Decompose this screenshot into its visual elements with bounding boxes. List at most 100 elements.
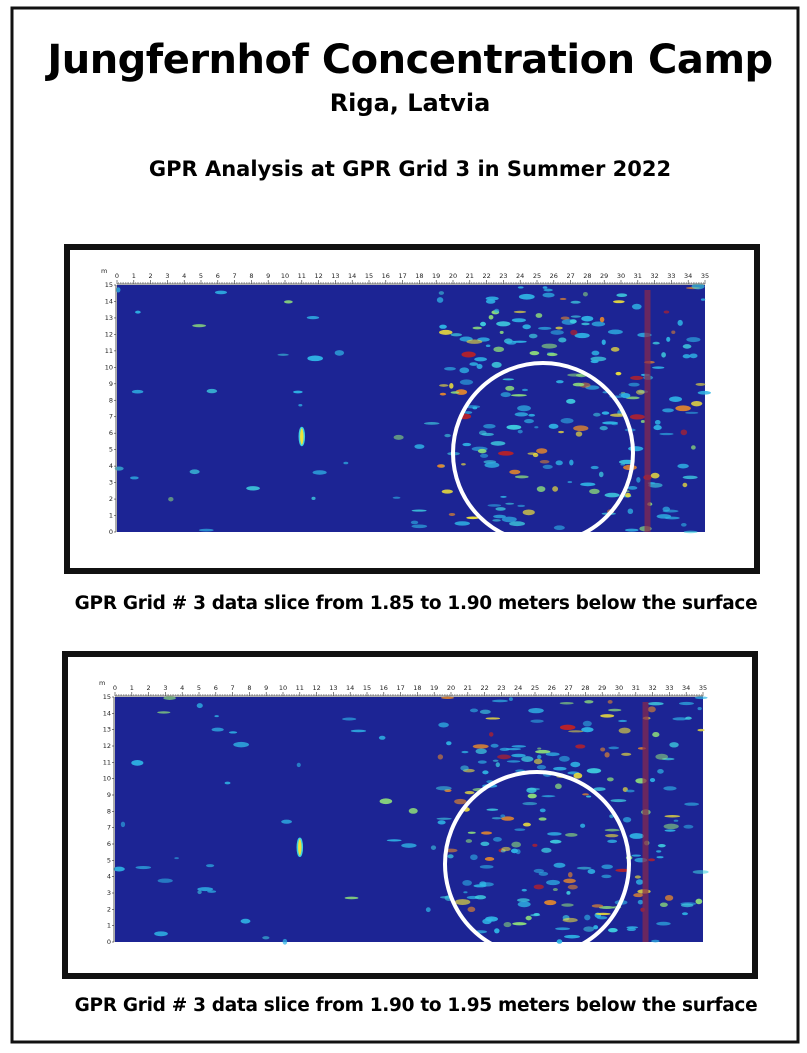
anomaly xyxy=(607,777,614,781)
anomaly xyxy=(524,419,534,423)
anomaly xyxy=(581,727,593,732)
anomaly xyxy=(528,414,535,417)
anomaly xyxy=(424,422,440,425)
y-tick-label: 3 xyxy=(109,479,113,487)
anomaly xyxy=(482,433,494,436)
anomaly xyxy=(492,362,502,368)
x-tick-label: 16 xyxy=(382,272,390,280)
anomaly xyxy=(597,916,608,919)
anomaly xyxy=(530,719,543,722)
x-tick-label: 32 xyxy=(650,272,658,280)
anomaly xyxy=(436,786,452,790)
anomaly xyxy=(411,521,418,525)
anomaly xyxy=(660,902,668,907)
anomaly xyxy=(472,406,477,409)
y-tick-label: 12 xyxy=(103,742,111,750)
anomaly xyxy=(444,367,456,371)
anomaly xyxy=(313,470,327,474)
anomaly xyxy=(311,497,315,500)
anomaly xyxy=(542,344,558,349)
anomaly xyxy=(689,353,697,358)
anomaly xyxy=(669,742,678,747)
anomaly xyxy=(560,725,576,730)
anomaly xyxy=(629,833,644,839)
anomaly xyxy=(494,309,499,313)
y-tick-label: 6 xyxy=(109,429,113,437)
anomaly xyxy=(661,352,666,358)
x-tick-label: 30 xyxy=(617,272,625,280)
anomaly xyxy=(543,293,555,298)
anomaly xyxy=(663,507,670,512)
anomaly xyxy=(616,372,622,375)
anomaly xyxy=(394,435,404,440)
y-tick-label: 3 xyxy=(107,889,111,897)
anomaly xyxy=(547,832,562,836)
anomaly xyxy=(495,507,505,511)
anomaly xyxy=(608,700,613,704)
anomaly xyxy=(484,462,499,468)
anomaly xyxy=(655,420,661,425)
y-tick-label: 1 xyxy=(107,922,111,930)
anomaly xyxy=(482,770,488,774)
anomaly xyxy=(501,392,511,397)
x-tick-label: 15 xyxy=(363,684,371,692)
anomaly xyxy=(588,869,596,874)
poster: Jungfernhof Concentration Camp Riga, Lat… xyxy=(0,0,807,1049)
anomaly xyxy=(459,367,469,373)
anomaly xyxy=(168,497,173,502)
anomaly xyxy=(641,420,645,423)
anomaly xyxy=(483,424,495,429)
anomaly xyxy=(695,696,708,699)
x-tick-label: 24 xyxy=(516,272,524,280)
anomaly xyxy=(463,891,467,893)
anomaly xyxy=(602,421,618,424)
anomaly xyxy=(697,729,704,731)
x-tick-label: 10 xyxy=(281,272,289,280)
anomaly xyxy=(540,808,546,812)
anomaly xyxy=(518,901,531,907)
anomaly xyxy=(447,854,453,858)
y-tick-label: 8 xyxy=(107,807,111,815)
x-tick-label: 9 xyxy=(266,272,270,280)
anomaly xyxy=(506,425,521,430)
anomaly xyxy=(174,857,178,859)
anomaly xyxy=(577,867,592,870)
anomaly xyxy=(492,519,501,522)
anomaly xyxy=(555,927,570,930)
anomaly xyxy=(470,709,478,713)
anomaly xyxy=(546,752,560,756)
x-tick-label: 11 xyxy=(298,272,306,280)
anomaly xyxy=(439,291,444,295)
anomaly xyxy=(284,300,293,303)
x-tick-label: 7 xyxy=(233,272,237,280)
anomaly xyxy=(561,418,574,423)
anomaly xyxy=(522,802,537,805)
x-tick-label: 8 xyxy=(247,684,251,692)
anomaly xyxy=(652,732,659,737)
anomaly xyxy=(486,344,491,347)
x-tick-label: 8 xyxy=(249,272,253,280)
y-tick-label: 15 xyxy=(105,281,113,289)
poster-title: Jungfernhof Concentration Camp xyxy=(44,37,772,83)
anomaly xyxy=(683,476,698,480)
anomaly xyxy=(511,394,527,396)
anomaly xyxy=(563,879,575,884)
anomaly xyxy=(621,753,631,756)
anomaly xyxy=(514,828,525,831)
y-tick-label: 14 xyxy=(105,297,113,305)
x-tick-label: 19 xyxy=(430,684,438,692)
anomaly xyxy=(601,864,613,869)
anomaly xyxy=(625,493,631,498)
anomaly xyxy=(498,451,514,456)
anomaly xyxy=(608,747,619,750)
anomaly xyxy=(351,730,366,733)
anomaly xyxy=(440,393,446,396)
x-tick-label: 34 xyxy=(684,272,692,280)
anomaly xyxy=(509,470,520,475)
anomaly xyxy=(591,466,599,469)
x-tick-label: 31 xyxy=(634,272,642,280)
anomaly xyxy=(307,316,319,319)
anomaly xyxy=(653,425,661,430)
anomaly xyxy=(593,413,601,417)
anomaly xyxy=(517,405,531,411)
